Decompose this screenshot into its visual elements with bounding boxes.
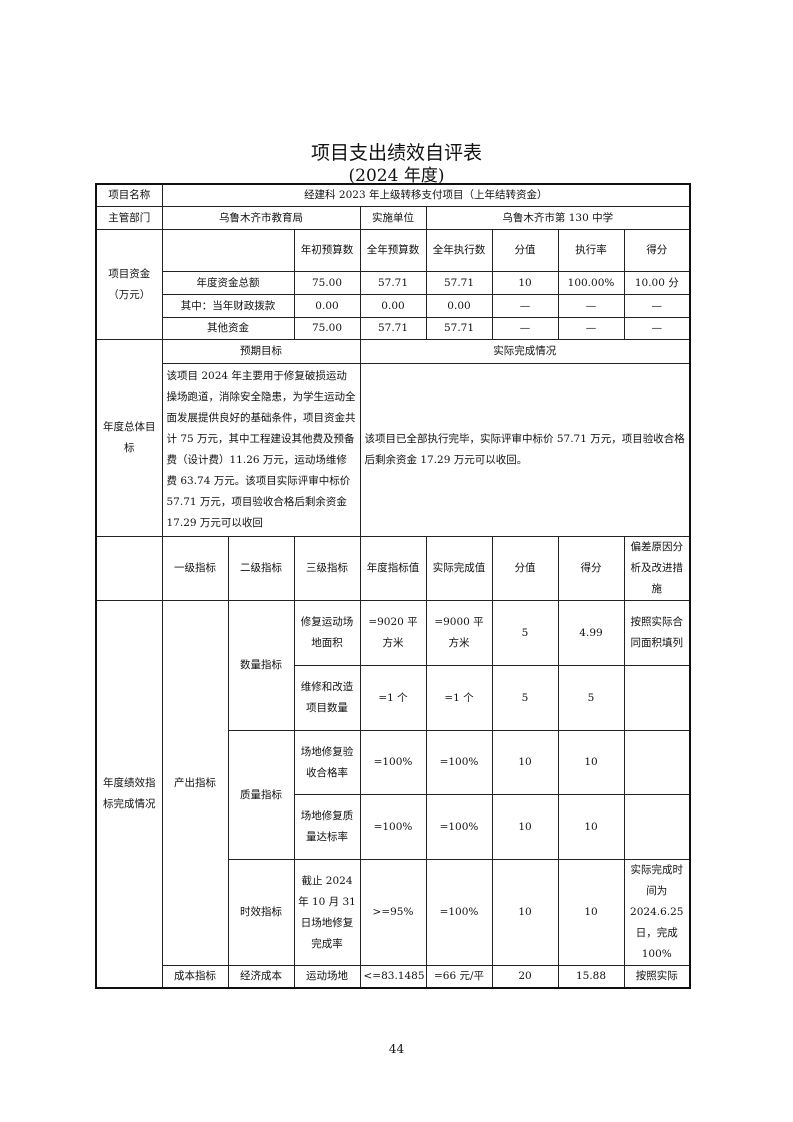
funds-header: 全年执行数 <box>425 229 493 272</box>
indicator-header: 二级指标 <box>227 536 295 601</box>
project-name-label: 项目名称 <box>95 183 163 207</box>
indicator-row: 质量指标 场地修复验收合格率 =100% =100% 10 10 <box>96 730 691 860</box>
impl-label: 实施单位 <box>359 206 427 230</box>
level2-quality: 质量指标 <box>227 730 295 860</box>
funds-row: 其他资金 75.00 57.71 57.71— — — <box>96 317 691 340</box>
funds-label: 项目资金（万元） <box>95 229 163 340</box>
expected-goal-label: 预期目标 <box>161 339 361 364</box>
indicator-header: 实际完成值 <box>425 536 493 601</box>
level2-timeliness: 时效指标 <box>227 859 295 966</box>
indicator-header: 偏差原因分析及改进措施 <box>623 536 691 601</box>
funds-header: 执行率 <box>557 229 625 272</box>
funds-header: 分值 <box>491 229 559 272</box>
indicator-row: 场地修复质量达标率 =100% =100% 10 10 <box>96 794 691 860</box>
page-title: 项目支出绩效自评表 <box>310 142 482 164</box>
dept: 乌鲁木齐市教育局 <box>161 206 361 230</box>
actual-goal-label: 实际完成情况 <box>359 339 691 364</box>
project-name: 经建科 2023 年上级转移支付项目（上年结转资金） <box>161 183 691 207</box>
page-subtitle: (2024 年度) <box>348 166 445 186</box>
indicator-header: 一级指标 <box>161 536 229 601</box>
funds-header: 年初预算数 <box>293 229 361 272</box>
indicator-header: 分值 <box>491 536 559 601</box>
funds-row: 其中：当年财政拨款 0.00 0.00 0.00— — — <box>96 294 691 318</box>
indicator-header: 年度指标值 <box>359 536 427 601</box>
funds-header: 得分 <box>623 229 691 272</box>
indicator-row: 年度绩效指标完成情况 产出指标 数量指标 修复运动场地面积 =9020 平方米 =9… <box>95 600 691 989</box>
impl: 乌鲁木齐市第 130 中学 <box>425 206 691 230</box>
indicator-header: 得分 <box>557 536 625 601</box>
indicator-header: 三级指标 <box>293 536 361 601</box>
funds-header: 全年预算数 <box>359 229 427 272</box>
page-number: 44 <box>388 1042 405 1056</box>
expected-goal-text: 该项目 2024 年主要用于修复破损运动操场跑道，消除安全隐患，为学生运动全面发… <box>161 363 361 537</box>
cost-row: 成本指标 经济成本 运动场地 <=83.1485 =66 元/平 20 15.88 按照实际 <box>96 965 691 989</box>
goal-label: 年度总体目标 <box>95 339 163 537</box>
indicator-row: 时效指标 截止 2024 年 10 月 31 日场地修复完成率 >=95% =100… <box>96 859 691 966</box>
funds-row: 年度资金总额 75.00 57.71 57.71 10 100.00% 10.00 分 <box>96 271 691 295</box>
actual-goal-text: 该项目已全部执行完毕，实际评审中标价 57.71 万元，项目验收合格后剩余资金 … <box>359 363 691 537</box>
level1-output: 产出指标 <box>161 600 229 966</box>
evaluation-table: 项目名称 经建科 2023 年上级转移支付项目（上年结转资金） 主管部门 乌鲁木… <box>95 183 692 989</box>
level2-quantity: 数量指标 <box>227 600 295 731</box>
indicators-label: 年度绩效指标完成情况 <box>95 600 163 989</box>
dept-label: 主管部门 <box>95 206 163 230</box>
